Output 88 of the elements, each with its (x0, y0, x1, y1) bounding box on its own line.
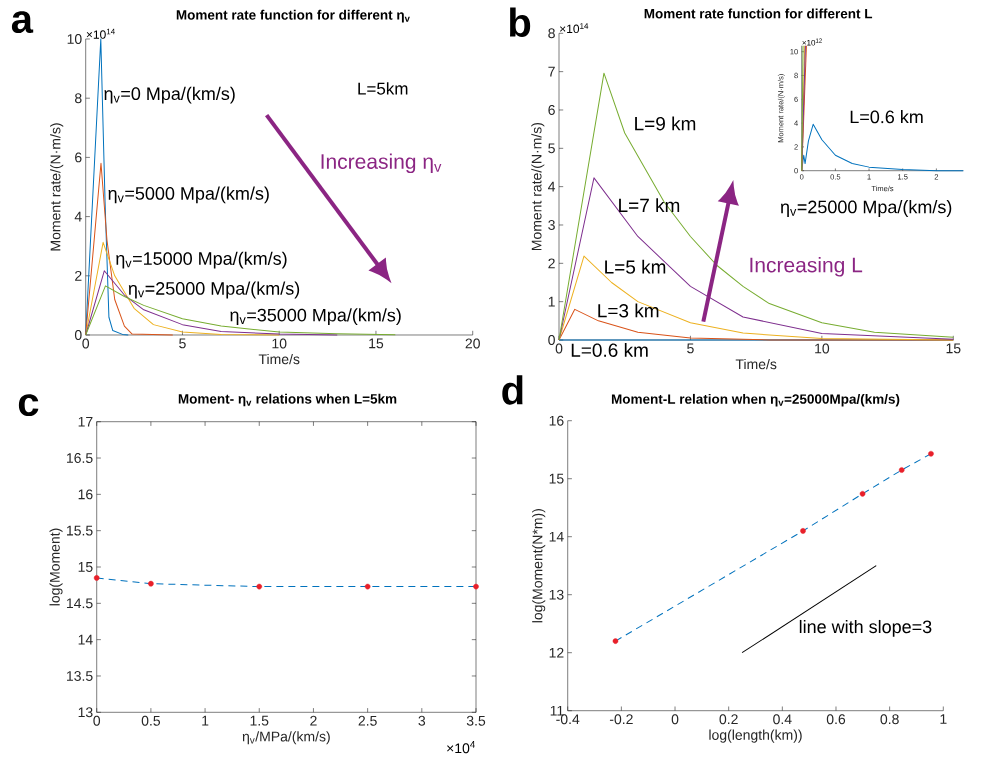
series-label: L=9 km (635, 116, 696, 131)
y-tick-label: 14 (78, 634, 93, 645)
series-label: η$_{v}$=0 Mpa/(km/s) (104, 86, 235, 104)
y-tick-label: 16 (549, 415, 564, 426)
x-tick-label: 0.8 (880, 714, 899, 725)
text: ×10$^{14}$ (86, 28, 115, 39)
text: ×10$^{14}$ (560, 23, 589, 34)
text: ×10$^{4}$ (447, 741, 476, 754)
y-tick-label: 17 (78, 416, 93, 427)
series-label: η$_{v}$=15000 Mpa/(km/s) (116, 251, 287, 269)
y-tick-label: 16.5 (66, 453, 93, 463)
x-axis-title: log(length(km)) (709, 729, 802, 743)
x-tick-label: 0.5 (141, 715, 161, 726)
x-tick-label: 3.5 (466, 715, 486, 726)
series-label: L=0.6 km (850, 110, 923, 124)
x-tick-label: -0.4 (556, 714, 580, 725)
y-axis-title: log(Moment(N*m)) (532, 509, 546, 623)
y-tick-label: 1 (548, 296, 555, 307)
annotation: η$_{v}$=25000 Mpa/(km/s) (780, 200, 952, 217)
y-tick-label: 13 (78, 707, 93, 718)
y-tick-label: 2 (75, 270, 82, 281)
text: d (502, 375, 523, 405)
x-tick-label: 10 (272, 338, 287, 349)
y-tick-label: 7 (548, 66, 555, 77)
annotation: L=5km (358, 82, 408, 95)
y-tick-label: 8 (75, 93, 82, 104)
annotation: line with slope=3 (799, 619, 932, 637)
y-tick-label: 13.5 (66, 671, 93, 681)
annotation: Increasing L (750, 256, 863, 277)
y-tick-label: 14 (549, 531, 564, 542)
y-tick-label: 10 (67, 34, 82, 44)
y-tick-label: 3 (548, 220, 555, 230)
chart-title: Moment rate function for different L (644, 8, 873, 19)
x-tick-label: 0 (93, 715, 101, 726)
y-tick-label: 8 (548, 28, 555, 39)
chart-title: Moment-L relation when η$_{v}$=25000Mpa/(km/s) (611, 393, 900, 407)
legend-label: L=7 km (619, 198, 680, 212)
x-tick-label: 15 (369, 338, 384, 349)
x-tick-label: 5 (687, 343, 694, 354)
series-label: L=0.6 km (571, 342, 648, 357)
y-tick-label: 6 (75, 152, 82, 163)
x-axis-title: Time/s (258, 353, 300, 365)
y-tick-label: 15 (78, 562, 93, 572)
chart-title: Moment- η$_{v}$ relations when L=5km (178, 393, 397, 407)
series-label: η$_{v}$=5000 Mpa/(km/s) (108, 186, 269, 204)
y-axis-title: log(Moment) (49, 528, 63, 606)
y-tick-label: 15.5 (66, 525, 93, 536)
y-tick-label: 15 (549, 473, 564, 484)
text: c (18, 394, 39, 417)
y-tick-label: 5 (548, 143, 555, 154)
y-tick-label: 13 (549, 589, 564, 600)
y-tick-label: 2 (548, 258, 555, 269)
x-tick-label: -0.2 (609, 714, 633, 725)
y-axis-title: Moment rate/(N·m/s) (531, 122, 545, 251)
x-tick-label: 0.2 (719, 714, 738, 725)
y-tick-label: 4 (74, 211, 82, 222)
x-axis-title: η$_{v}$/MPa/(km/s) (242, 731, 330, 745)
x-tick-label: 0.6 (826, 714, 846, 725)
x-axis-title: Time/s (735, 358, 777, 370)
x-tick-label: 1 (202, 715, 209, 726)
y-tick-label: 14.5 (66, 598, 93, 609)
series-label: L=5 km (605, 259, 666, 274)
x-tick-label: 20 (465, 338, 480, 349)
x-tick-label: 0 (671, 714, 679, 725)
annotation: Increasing η$_{v}$ (321, 153, 442, 174)
y-tick-label: 6 (548, 105, 555, 115)
x-tick-label: 2 (310, 715, 317, 726)
x-tick-label: 15 (946, 343, 961, 354)
y-tick-label: 12 (549, 647, 564, 658)
y-tick-label: 4 (548, 181, 556, 192)
annotation: ×10$^{12}$ (802, 38, 822, 46)
x-tick-label: 1 (940, 714, 947, 724)
text: b (509, 7, 531, 37)
x-tick-label: 10 (815, 343, 830, 354)
chart-title: Moment rate function for different η$_{v}$ (176, 9, 410, 23)
x-tick-label: 1.5 (250, 715, 269, 726)
y-tick-label: 11 (550, 705, 564, 716)
text: a (11, 11, 34, 34)
x-tick-label: 3 (418, 715, 426, 726)
series-label: η$_{v}$=25000 Mpa/(km/s) (128, 281, 300, 299)
y-tick-label: 0 (74, 330, 82, 340)
series-label: L=3 km (598, 303, 659, 318)
x-tick-label: 5 (179, 338, 186, 349)
y-axis-title: Moment rate/(N·m/s) (50, 123, 64, 251)
y-tick-label: 16 (78, 489, 93, 500)
series-label: η$_{v}$=35000 Mpa/(km/s) (230, 308, 401, 326)
x-tick-label: 2.5 (358, 715, 377, 726)
x-tick-label: 0.4 (773, 714, 792, 725)
